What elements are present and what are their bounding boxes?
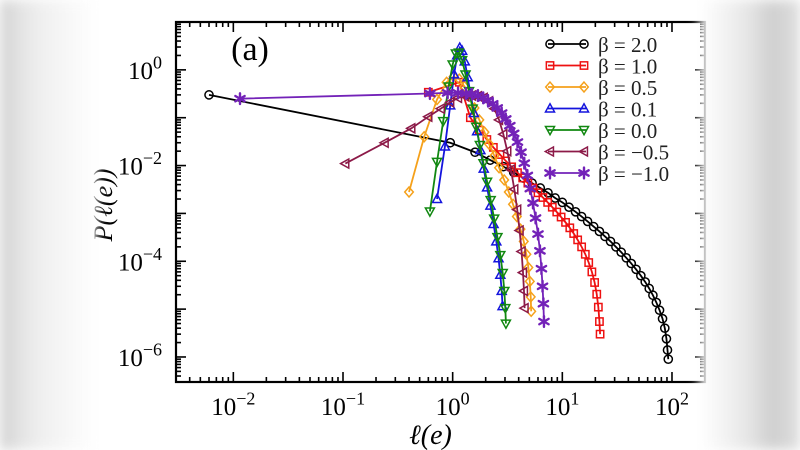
legend: β = 2.0β = 1.0β = 0.5β = 0.1β = 0.0β = −…	[543, 33, 669, 186]
x-axis-label: ℓ(e)	[409, 420, 452, 450]
svg-text:10−4: 10−4	[118, 244, 162, 277]
legend-label: β = 1.0	[598, 55, 657, 79]
legend-label: β = 0.0	[598, 119, 657, 143]
svg-text:10−2: 10−2	[118, 148, 162, 181]
y-axis-label: P(ℓ(e))	[89, 169, 118, 243]
svg-text:100: 100	[436, 389, 470, 422]
legend-label: β = −1.0	[598, 162, 669, 186]
legend-label: β = 2.0	[598, 33, 657, 57]
series-group	[204, 41, 674, 365]
data-series	[234, 86, 550, 329]
svg-text:10−6: 10−6	[118, 339, 162, 372]
svg-text:10−2: 10−2	[211, 389, 255, 422]
legend-label: β = 0.5	[598, 76, 657, 100]
svg-text:100: 100	[128, 52, 162, 85]
legend-label: β = 0.1	[598, 98, 657, 122]
svg-text:102: 102	[655, 389, 689, 422]
axis-tick-labels: 10−2 10−1 100 101 102 100 10−2 10−4 10−6	[118, 52, 689, 421]
svg-text:10−1: 10−1	[321, 389, 365, 422]
svg-text:101: 101	[545, 389, 579, 422]
panel-label: (a)	[231, 31, 269, 68]
legend-label: β = −0.5	[598, 141, 669, 165]
